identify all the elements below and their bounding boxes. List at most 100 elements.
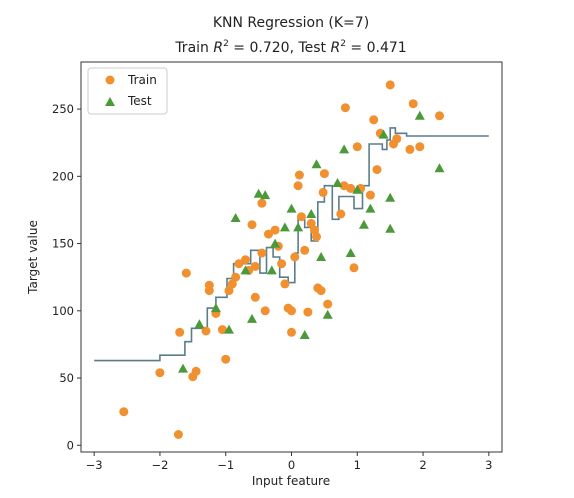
train-point-7	[201, 326, 211, 336]
train-point-35	[294, 170, 304, 180]
y-tick-label-3: 150	[52, 237, 74, 251]
x-tick-label-4: 1	[354, 458, 361, 472]
train-point-34	[293, 181, 303, 191]
plot-area	[94, 80, 489, 439]
train-point-51	[352, 142, 362, 152]
test-point-8	[260, 190, 271, 200]
y-axis-label: Target value	[26, 220, 40, 295]
test-point-25	[378, 129, 389, 139]
train-point-29	[280, 279, 290, 289]
test-point-19	[332, 178, 343, 187]
train-point-25	[264, 229, 273, 239]
train-point-17	[241, 255, 250, 265]
train-point-61	[415, 142, 425, 152]
train-point-49	[340, 103, 350, 113]
train-point-37	[300, 245, 310, 255]
x-axis-label: Input feature	[252, 474, 330, 488]
train-point-54	[369, 115, 379, 125]
test-point-27	[385, 192, 396, 202]
test-point-11	[279, 222, 290, 232]
train-point-41	[312, 232, 321, 242]
y-tick-label-5: 250	[52, 102, 74, 116]
test-point-24	[365, 203, 376, 213]
legend: Train Test	[87, 67, 168, 115]
train-point-28	[277, 259, 287, 269]
train-point-56	[385, 80, 395, 90]
train-point-44	[318, 187, 328, 197]
test-point-5	[240, 265, 251, 275]
train-point-39	[306, 218, 316, 228]
train-point-23	[257, 248, 267, 258]
x-tick-label-6: 3	[485, 458, 492, 472]
train-point-47	[336, 209, 346, 219]
train-point-15	[231, 272, 241, 282]
test-point-3	[224, 324, 234, 334]
train-point-21	[250, 261, 260, 271]
subtitle-test-r2: 0.471	[367, 40, 407, 56]
subtitle-train-prefix: Train	[174, 40, 213, 56]
test-point-6	[247, 313, 257, 323]
train-point-38	[303, 307, 313, 317]
x-tick-label-5: 2	[419, 458, 426, 472]
test-point-4	[230, 213, 241, 222]
test-point-26	[385, 223, 396, 233]
train-point-33	[290, 252, 300, 262]
chart-subtitle: Train R2 = 0.720, Test R2 = 0.471	[174, 39, 406, 56]
prediction-step-line	[94, 127, 489, 362]
subtitle-train-r2: 0.720	[249, 40, 289, 56]
x-tick-label-1: −2	[151, 458, 168, 472]
y-tick-label-0: 0	[67, 438, 74, 452]
train-point-3	[181, 268, 191, 278]
train-point-22	[257, 198, 267, 208]
train-point-32	[287, 327, 296, 337]
test-point-22	[352, 184, 363, 194]
y-tick-label-2: 100	[52, 304, 74, 318]
train-point-53	[365, 190, 375, 200]
test-point-16	[311, 159, 322, 169]
legend-test-marker	[105, 97, 115, 106]
x-tick-label-0: −3	[86, 458, 103, 472]
train-point-36	[296, 212, 306, 222]
train-point-45	[319, 169, 329, 179]
test-point-2	[210, 303, 221, 313]
train-point-16	[234, 259, 244, 269]
subtitle-test-r-symbol: R	[330, 40, 340, 56]
test-point-0	[178, 363, 188, 373]
test-point-18	[322, 309, 333, 319]
train-point-43	[316, 286, 326, 296]
test-point-13	[293, 222, 304, 232]
train-point-59	[405, 144, 415, 154]
test-point-20	[339, 144, 350, 154]
test-point-7	[253, 188, 264, 198]
train-point-62	[435, 111, 444, 121]
train-point-46	[323, 299, 333, 309]
test-point-1	[194, 319, 205, 329]
train-point-58	[392, 134, 402, 144]
test-point-29	[434, 163, 445, 173]
legend-train-marker	[105, 75, 115, 85]
subtitle-train-r-symbol: R	[213, 40, 223, 56]
train-point-4	[175, 327, 185, 337]
train-point-20	[250, 292, 260, 302]
test-point-14	[299, 330, 310, 339]
train-point-50	[346, 183, 356, 193]
train-point-12	[217, 325, 227, 335]
test-point-28	[414, 110, 425, 120]
legend-test-label: Test	[127, 94, 152, 108]
train-point-9	[204, 286, 214, 296]
test-point-23	[358, 219, 369, 229]
chart-title: KNN Regression (K=7)	[213, 15, 369, 31]
train-point-13	[224, 286, 234, 296]
test-point-17	[316, 252, 327, 261]
train-point-0	[119, 407, 129, 417]
train-point-2	[155, 368, 165, 378]
train-point-24	[260, 306, 270, 316]
test-point-21	[345, 248, 356, 257]
train-point-63	[349, 263, 359, 273]
test-point-9	[266, 265, 277, 275]
train-point-6	[191, 366, 201, 376]
train-point-31	[287, 306, 296, 316]
train-point-14	[227, 279, 237, 289]
test-point-15	[306, 209, 317, 218]
legend-train-label: Train	[127, 73, 157, 87]
